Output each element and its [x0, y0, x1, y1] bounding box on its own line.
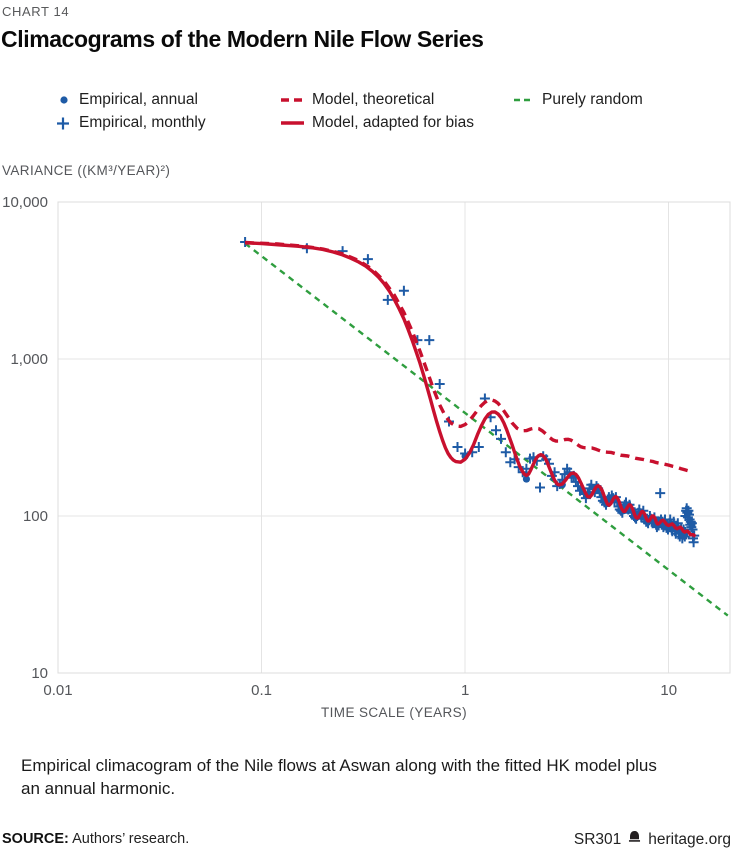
- x-tick-label: 0.01: [43, 682, 72, 699]
- liberty-bell-icon: [627, 830, 642, 850]
- legend-label: Model, theoretical: [312, 91, 435, 108]
- legend-label: Empirical, annual: [79, 91, 198, 108]
- x-tick-label: 10: [660, 682, 677, 699]
- chart-caption: Empirical climacogram of the Nile flows …: [21, 756, 657, 799]
- chart-number: CHART 14: [2, 4, 70, 19]
- x-tick-label: 1: [461, 682, 469, 699]
- legend-label: Empirical, monthly: [79, 114, 206, 131]
- empirical-annual-point: [522, 475, 531, 483]
- legend-item-model-adapted: Model, adapted for bias: [281, 114, 474, 132]
- dot-marker-icon: [57, 93, 71, 107]
- legend-item-purely-random: Purely random: [514, 91, 643, 109]
- legend-label: Model, adapted for bias: [312, 114, 474, 131]
- empirical-annual-point: [688, 521, 696, 529]
- dashed-line-green-icon: [514, 96, 534, 104]
- solid-line-icon: [281, 119, 304, 127]
- source-label: SOURCE:: [2, 831, 69, 847]
- plus-marker-icon: [55, 116, 71, 131]
- x-tick-label: 0.1: [251, 682, 272, 699]
- x-axis-title: TIME SCALE (YEARS): [321, 705, 467, 720]
- site-link: heritage.org: [648, 831, 731, 848]
- y-tick-label: 10: [31, 665, 48, 682]
- legend-item-empirical-monthly: Empirical, monthly: [55, 114, 206, 132]
- source-line: SOURCE: Authors’ research.: [2, 831, 189, 847]
- footer-right: SR301 heritage.org: [574, 830, 731, 850]
- y-axis-title: VARIANCE ((KM³/YEAR)²): [2, 163, 171, 178]
- legend-label: Purely random: [542, 91, 643, 108]
- purely-random-line: [244, 242, 729, 617]
- page-title: Climacograms of the Modern Nile Flow Ser…: [1, 26, 484, 52]
- y-tick-label: 1,000: [10, 351, 48, 368]
- legend-item-model-theoretical: Model, theoretical: [281, 91, 434, 109]
- plot-border: [57, 201, 731, 674]
- report-id: SR301: [573, 831, 622, 848]
- dashed-line-icon: [281, 96, 304, 104]
- model-adapted-line: [245, 241, 697, 538]
- climacogram-chart: TIME SCALE (YEARS) 0.01 0.1 1 10 10,000 1,000…: [2, 194, 731, 720]
- y-tick-label: 10,000: [2, 194, 48, 211]
- source-text: Authors’ research.: [72, 831, 190, 847]
- legend-item-empirical-annual: Empirical, annual: [57, 91, 198, 109]
- model-theoretical-line: [245, 240, 692, 474]
- y-tick-label: 100: [23, 508, 48, 525]
- empirical-monthly-points: [240, 237, 700, 548]
